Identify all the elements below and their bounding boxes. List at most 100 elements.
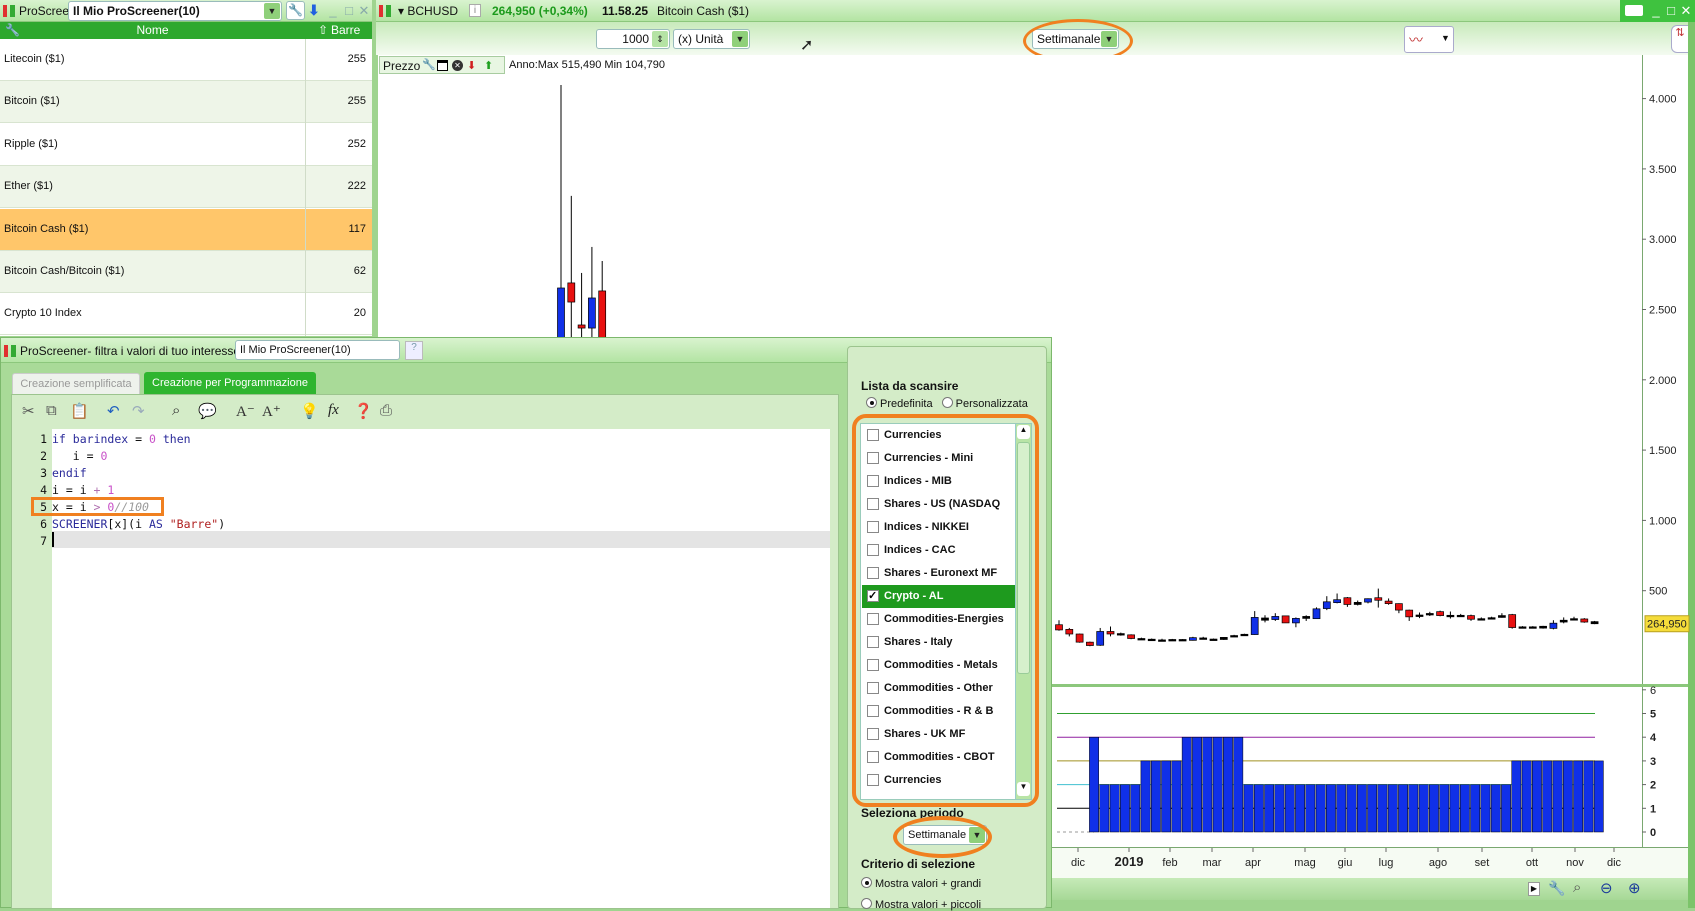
code-line[interactable]: endif [52,465,87,482]
print-icon[interactable]: ⎙ [380,402,393,419]
scan-list-item[interactable]: ✓ Crypto - AL [862,585,1015,608]
scan-list-item[interactable]: Shares - Euronext MF [862,562,1015,585]
help-document-icon[interactable]: ? [405,341,423,360]
result-row[interactable]: Ripple ($1) 252 [0,123,372,166]
column-header-value[interactable]: Barre [331,23,361,37]
scroll-down-icon[interactable]: ▼ [1017,782,1030,796]
increase-font-icon[interactable]: A⁺ [262,404,281,420]
code-area[interactable] [52,429,830,908]
maximize-icon[interactable]: □ [345,3,353,18]
code-line[interactable]: i = i + 1 [52,482,114,499]
result-row[interactable]: Litecoin ($1) 255 [0,39,372,81]
remove-icon[interactable]: ✕ [452,60,463,71]
checkbox-icon[interactable] [867,544,879,556]
checkbox-icon[interactable] [867,567,879,579]
minimize-icon[interactable]: _ [329,3,337,18]
scan-list-item[interactable]: Currencies - Mini [862,447,1015,470]
radio-smallest-values[interactable]: Mostra valori + piccoli [861,898,981,911]
result-row[interactable]: Bitcoin Cash/Bitcoin ($1) 62 [0,251,372,293]
info-icon[interactable]: i [469,4,481,17]
decrease-font-icon[interactable]: A⁻ [236,404,255,420]
undo-icon[interactable]: ↶ [107,403,120,420]
scroll-right-icon[interactable]: ▶ [1528,882,1540,896]
radio-personalizzata[interactable]: Personalizzata [941,397,1028,410]
checkbox-icon[interactable] [867,498,879,510]
scan-list-item[interactable]: Indices - CAC [862,539,1015,562]
function-icon[interactable]: fx [328,402,339,418]
radio-largest-values[interactable]: Mostra valori + grandi [861,877,981,890]
redo-icon[interactable]: ↷ [132,403,145,420]
scan-list-item[interactable]: Shares - UK MF [862,723,1015,746]
move-up-icon[interactable]: ⬆ [484,60,494,72]
lightbulb-icon[interactable]: 💡 [300,403,319,420]
scan-list-item[interactable]: Indices - NIKKEI [862,516,1015,539]
scan-list-item[interactable]: Commodities - Metals [862,654,1015,677]
download-arrow-icon[interactable]: ⬇ [308,2,320,18]
wrench-icon[interactable]: 🔧 [5,23,20,37]
zoom-in-icon[interactable]: ⊕ [1628,880,1641,897]
copy-icon[interactable]: ⧉ [46,402,57,419]
spinner-icon[interactable]: ⇕ [652,31,668,47]
scan-list-item[interactable]: Commodities - Other [862,677,1015,700]
checkbox-icon[interactable] [867,751,879,763]
result-row[interactable]: Crypto 10 Index 20 [0,293,372,336]
maximize-icon[interactable]: □ [1667,3,1675,18]
scan-list-item[interactable]: Currencies [862,769,1015,792]
side-panel-toggle[interactable]: ⇅ [1671,25,1689,53]
checkbox-icon[interactable] [867,521,879,533]
result-row[interactable]: Bitcoin ($1) 255 [0,81,372,124]
auto-zoom-icon[interactable]: ⌕ [1573,879,1582,896]
scan-list-box[interactable] [860,423,1032,800]
move-down-icon[interactable]: ⬇ [467,60,477,72]
keyboard-icon[interactable] [1625,5,1643,16]
checkbox-icon[interactable] [867,659,879,671]
checkbox-icon[interactable] [867,475,879,487]
close-icon[interactable]: ✕ [358,3,370,18]
radio-predefinita[interactable]: Predefinita [866,397,933,410]
scan-list-item[interactable]: Shares - Italy [862,631,1015,654]
result-row[interactable]: Ether ($1) 222 [0,166,372,209]
scan-list-item[interactable]: Commodities - R & B [862,700,1015,723]
checkbox-icon[interactable] [867,728,879,740]
scan-list-item[interactable]: Indices - MIB [862,470,1015,493]
cut-icon[interactable]: ✂ [22,403,35,420]
scan-list-item[interactable]: Commodities-Energies [862,608,1015,631]
checkbox-checked-icon[interactable]: ✓ [867,590,879,602]
screener-select[interactable]: Il Mio ProScreener(10) ▼ [68,1,282,21]
wrench-icon[interactable]: 🔧 [422,59,436,71]
checkbox-icon[interactable] [867,705,879,717]
checkbox-icon[interactable] [867,636,879,648]
symbol-dropdown[interactable]: ▾ BCHUSD [398,4,459,18]
search-icon[interactable]: ⌕ [172,402,181,419]
scroll-thumb[interactable] [1017,442,1030,674]
column-header-name[interactable]: Nome [136,23,169,37]
add-indicator-button[interactable]: 〰 ▼ [1404,26,1454,53]
code-line[interactable]: x = i > 0//100 [52,499,149,516]
screener-name-input[interactable]: Il Mio ProScreener(10) [235,340,400,360]
checkbox-icon[interactable] [867,613,879,625]
indicator-axis-area[interactable] [1642,687,1688,847]
tab-programming[interactable]: Creazione per Programmazione [144,372,316,394]
checkbox-icon[interactable] [867,774,879,786]
paste-icon[interactable]: 📋 [70,403,89,420]
units-select[interactable]: (x) Unità ▼ [673,29,750,49]
checkbox-icon[interactable] [867,452,879,464]
scan-list-scrollbar[interactable]: ▲ ▼ [1015,424,1031,799]
scan-list-item[interactable]: Commodities - CBOT [862,746,1015,769]
close-icon[interactable]: ✕ [1680,3,1692,18]
window-icon[interactable] [437,60,448,71]
scan-list-item[interactable]: Currencies [862,424,1015,447]
code-line[interactable]: if barindex = 0 then [52,431,191,448]
scan-list-item[interactable]: Shares - US (NASDAQ [862,493,1015,516]
checkbox-icon[interactable] [867,682,879,694]
code-line[interactable]: SCREENER[x](i AS "Barre") [52,516,225,533]
comment-icon[interactable]: 💬 [198,403,217,420]
result-row[interactable]: Bitcoin Cash ($1) 117 [0,208,372,251]
wrench-button[interactable]: 🔧 [286,1,305,20]
zoom-out-icon[interactable]: ⊖ [1600,880,1613,897]
price-axis-area[interactable] [1642,55,1688,684]
help-icon[interactable]: ❓ [354,403,373,420]
units-input[interactable]: 1000 ⇕ [596,29,670,49]
minimize-icon[interactable]: _ [1652,3,1660,18]
checkbox-icon[interactable] [867,429,879,441]
